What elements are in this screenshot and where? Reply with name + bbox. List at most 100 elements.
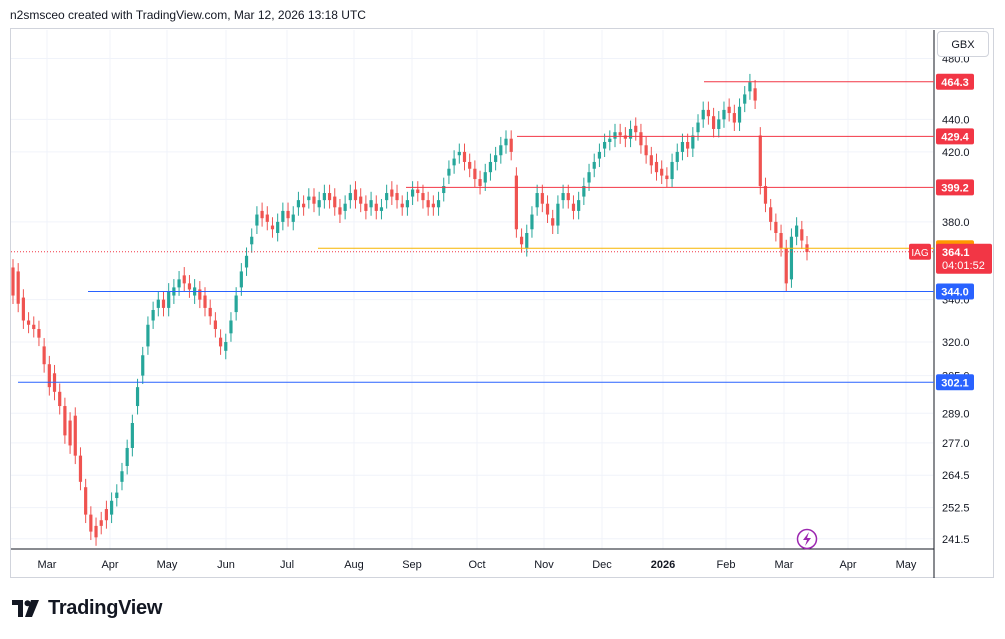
candle-body xyxy=(369,200,373,208)
candle-body xyxy=(571,203,576,211)
candle-body xyxy=(795,225,799,237)
candle-body xyxy=(649,155,653,166)
candle-body xyxy=(327,193,332,201)
candle-body xyxy=(291,214,295,222)
candle-body xyxy=(400,203,404,208)
candle-body xyxy=(213,320,217,330)
candle-body xyxy=(265,214,269,222)
level-badge xyxy=(936,179,974,196)
candle-body xyxy=(551,218,555,226)
candle-body xyxy=(115,492,119,499)
chart-caption: n2smsceo created with TradingView.com, M… xyxy=(10,8,366,22)
candle-body xyxy=(156,299,160,308)
candle-body xyxy=(769,207,773,222)
candle-body xyxy=(42,346,46,365)
y-tick-label: 480.0 xyxy=(942,54,970,66)
candle-body xyxy=(639,132,643,146)
candle-body xyxy=(229,320,233,334)
candle-body xyxy=(556,203,560,226)
candle-body xyxy=(514,175,518,230)
candle-body xyxy=(587,172,591,183)
candle-body xyxy=(509,138,513,152)
candle-body xyxy=(161,299,166,308)
candle-body xyxy=(73,415,77,456)
level-label: 464.3 xyxy=(941,77,969,89)
candle-body xyxy=(302,203,306,208)
candle-body xyxy=(177,279,181,288)
candle-body xyxy=(665,175,669,180)
x-tick-label: Oct xyxy=(468,559,485,571)
x-tick-label: 2026 xyxy=(651,559,675,571)
candle-body xyxy=(405,200,410,208)
y-tick-label: 241.5 xyxy=(942,534,970,546)
candle-body xyxy=(286,210,290,219)
candle-body xyxy=(442,186,446,194)
candle-body xyxy=(234,295,238,313)
candle-body xyxy=(530,214,534,230)
candle-body xyxy=(473,168,477,180)
candle-body xyxy=(260,210,264,219)
x-tick-label: Jul xyxy=(280,559,294,571)
candle-body xyxy=(104,509,109,521)
candle-body xyxy=(436,200,441,208)
candle-body xyxy=(395,193,399,201)
y-tick-label: 277.0 xyxy=(942,438,970,450)
y-tick-label: 252.5 xyxy=(942,503,970,515)
candle-body xyxy=(198,289,202,300)
candle-body xyxy=(410,189,415,197)
level-badge xyxy=(936,283,974,300)
candle-body xyxy=(628,128,633,139)
candle-body xyxy=(312,196,316,204)
candle-body xyxy=(255,214,259,226)
candle-body xyxy=(21,297,25,321)
candle-body xyxy=(270,225,275,230)
candle-body xyxy=(187,283,192,290)
candle-body xyxy=(660,168,664,176)
candle-body xyxy=(525,232,529,249)
candle-body xyxy=(462,151,467,162)
candle-body xyxy=(307,196,311,201)
x-tick-label: Mar xyxy=(775,559,794,571)
candle-body xyxy=(566,193,570,201)
level-badge xyxy=(936,128,974,145)
candle-body xyxy=(343,203,347,211)
lightning-bolt-icon xyxy=(803,532,811,546)
candle-body xyxy=(654,161,659,173)
candle-body xyxy=(789,236,794,280)
candle-body xyxy=(120,471,124,482)
level-label: 302.1 xyxy=(941,377,969,389)
candle-body xyxy=(457,151,461,156)
candle-body xyxy=(468,161,472,169)
candle-body xyxy=(711,116,716,129)
candle-body xyxy=(244,255,249,268)
candle-body xyxy=(561,193,565,201)
candle-body xyxy=(680,141,685,152)
symbol-label: IAG xyxy=(911,248,928,259)
candle-body xyxy=(431,203,435,208)
candle-body xyxy=(779,232,783,249)
candle-body xyxy=(276,221,280,233)
candle-body xyxy=(494,155,498,162)
candle-body xyxy=(218,337,223,347)
candle-body xyxy=(296,200,301,208)
currency-button[interactable]: GBX xyxy=(937,31,989,57)
y-tick-label: 289.0 xyxy=(942,408,970,420)
candle-body xyxy=(348,193,352,201)
candle-body xyxy=(68,420,72,446)
x-tick-label: Apr xyxy=(101,559,118,571)
brand-name: TradingView xyxy=(48,597,163,619)
candle-body xyxy=(32,324,36,330)
candle-body xyxy=(359,196,363,204)
x-tick-label: Aug xyxy=(344,559,364,571)
candle-body xyxy=(488,161,493,173)
candle-body xyxy=(675,151,679,162)
x-tick-label: Dec xyxy=(592,559,612,571)
candle-body xyxy=(94,525,98,538)
candle-body xyxy=(37,329,41,338)
candle-body xyxy=(545,203,550,215)
candle-body xyxy=(385,193,389,201)
x-tick-label: Feb xyxy=(717,559,736,571)
candle-body xyxy=(706,109,710,117)
candle-body xyxy=(167,291,171,308)
